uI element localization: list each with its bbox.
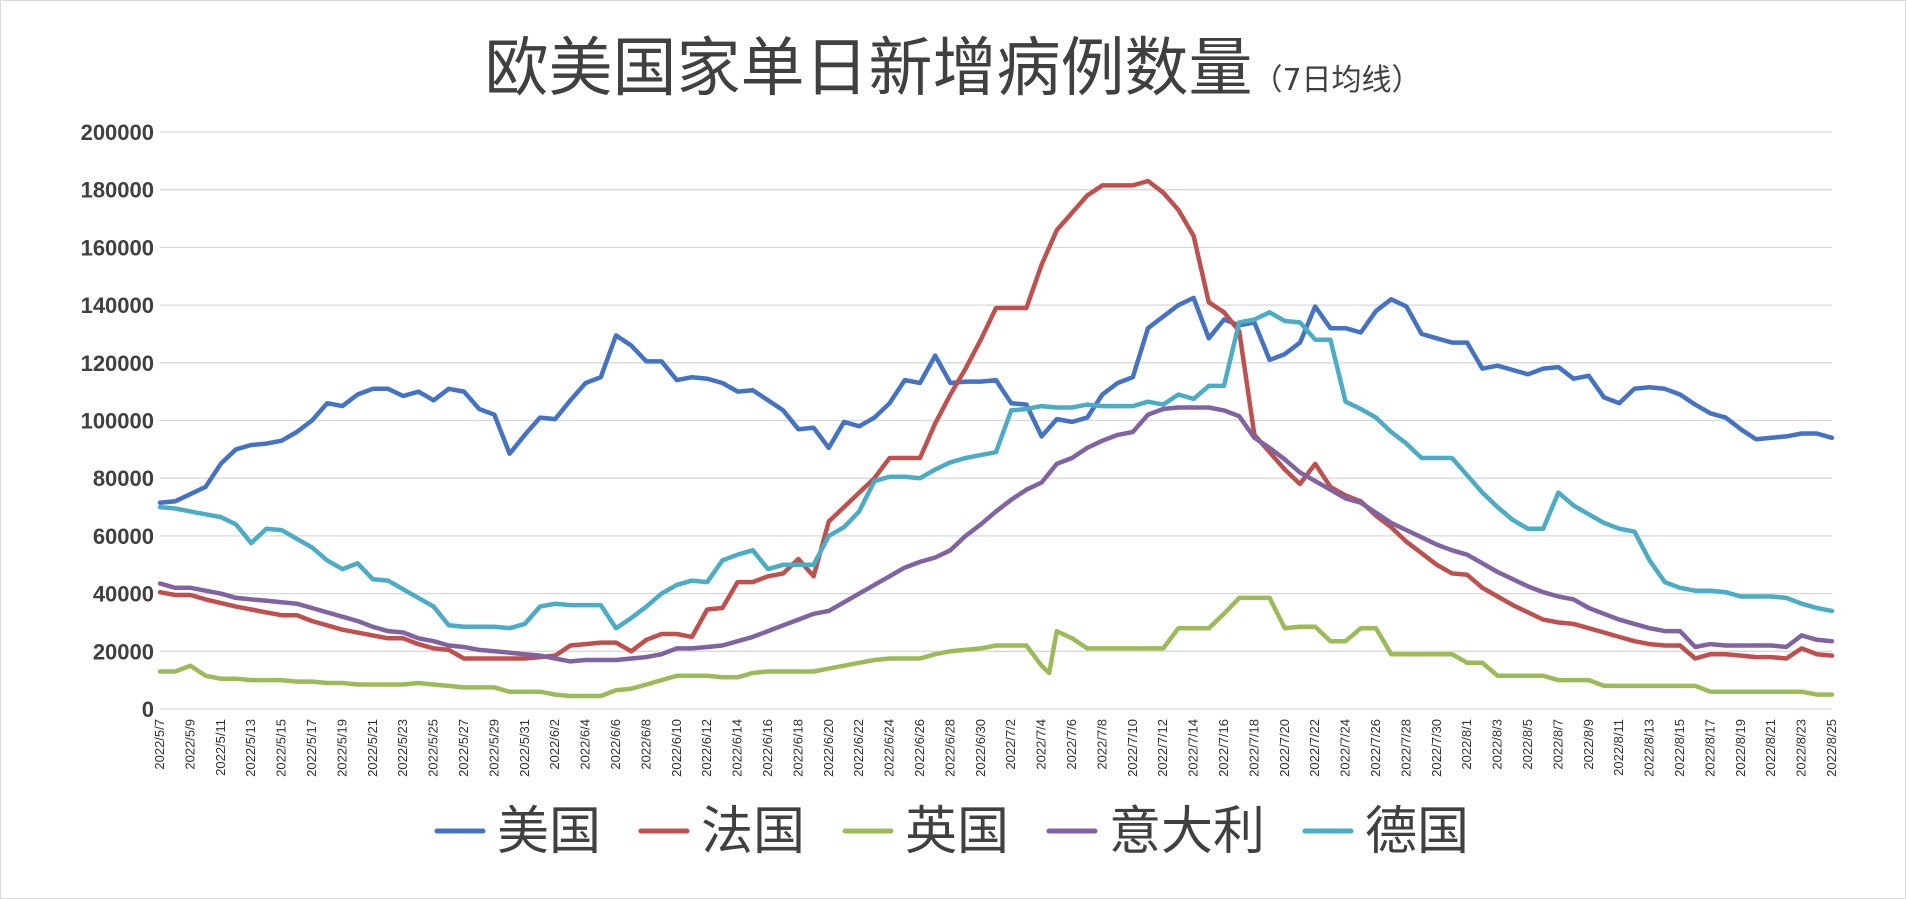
x-tick-label: 2022/7/2 — [1003, 719, 1018, 770]
y-tick-label: 160000 — [81, 235, 154, 260]
x-tick-label: 2022/7/26 — [1368, 719, 1383, 777]
legend-item: 德国 — [1302, 802, 1469, 862]
x-tick-label: 2022/8/1 — [1459, 719, 1474, 770]
x-tick-label: 2022/5/9 — [182, 719, 197, 770]
x-tick-label: 2022/6/4 — [578, 719, 593, 770]
x-tick-label: 2022/6/8 — [638, 719, 653, 770]
chart-title-main: 欧美国家单日新增病例数量 — [484, 32, 1252, 106]
legend-label: 德国 — [1365, 802, 1469, 862]
x-tick-label: 2022/7/10 — [1125, 719, 1140, 777]
x-tick-label: 2022/8/19 — [1733, 719, 1748, 777]
x-tick-label: 2022/6/10 — [669, 719, 684, 777]
series-line-4 — [157, 405, 1835, 664]
x-tick-label: 2022/6/24 — [882, 719, 897, 777]
x-tick-label: 2022/8/11 — [1611, 719, 1626, 776]
x-tick-label: 2022/6/20 — [821, 719, 836, 777]
gridlines — [160, 131, 1832, 710]
x-tick-label: 2022/7/24 — [1338, 719, 1353, 777]
chart-title: 欧美国家单日新增病例数量（7日均线） — [484, 32, 1421, 106]
x-tick-label: 2022/7/14 — [1186, 719, 1201, 777]
x-tick-label: 2022/8/15 — [1672, 719, 1687, 777]
x-tick-label: 2022/5/25 — [426, 719, 441, 777]
x-tick-label: 2022/8/17 — [1702, 719, 1717, 777]
y-tick-label: 100000 — [81, 409, 154, 434]
x-tick-label: 2022/6/2 — [547, 719, 562, 770]
x-tick-label: 2022/5/19 — [334, 719, 349, 777]
series-line-2 — [157, 178, 1835, 661]
x-tick-label: 2022/6/6 — [608, 719, 623, 770]
x-tick-label: 2022/8/9 — [1581, 719, 1596, 770]
data-series — [157, 178, 1835, 699]
x-tick-label: 2022/7/8 — [1094, 719, 1109, 770]
x-tick-label: 2022/8/7 — [1550, 719, 1565, 770]
x-tick-label: 2022/5/21 — [365, 719, 380, 777]
x-tick-label: 2022/8/21 — [1763, 719, 1778, 777]
chart-subtitle: （7日均线） — [1252, 63, 1421, 98]
x-tick-label: 2022/8/3 — [1490, 719, 1505, 770]
legend: 美国 法国 英国 意大利 德国 — [434, 802, 1469, 862]
series-line-5 — [157, 310, 1835, 631]
x-tick-label: 2022/7/6 — [1064, 719, 1079, 770]
y-tick-label: 60000 — [93, 524, 154, 549]
y-tick-label: 140000 — [81, 293, 154, 318]
x-tick-label: 2022/6/22 — [851, 719, 866, 777]
x-tick-label: 2022/5/23 — [395, 719, 410, 777]
x-tick-label: 2022/7/4 — [1034, 719, 1049, 770]
x-tick-label: 2022/5/15 — [274, 719, 289, 777]
x-tick-label: 2022/7/22 — [1307, 719, 1322, 777]
x-tick-label: 2022/8/25 — [1824, 719, 1839, 777]
x-tick-label: 2022/8/5 — [1520, 719, 1535, 770]
x-tick-label: 2022/5/7 — [152, 719, 167, 770]
legend-label: 美国 — [497, 802, 601, 862]
y-tick-label: 20000 — [93, 639, 154, 664]
x-tick-label: 2022/6/16 — [760, 719, 775, 777]
legend-item: 意大利 — [1046, 802, 1265, 862]
legend-label: 英国 — [905, 802, 1009, 862]
y-tick-label: 180000 — [81, 178, 154, 203]
legend-item: 美国 — [434, 802, 601, 862]
x-tick-label: 2022/7/12 — [1155, 719, 1170, 777]
x-tick-label: 2022/7/30 — [1429, 719, 1444, 777]
x-tick-label: 2022/6/14 — [730, 719, 745, 777]
series-line-3 — [157, 595, 1835, 699]
x-tick-label: 2022/5/11 — [213, 719, 228, 776]
x-tick-label: 2022/6/12 — [699, 719, 714, 777]
y-axis-tick-labels: 0 20000 40000 60000 80000 100000 120000 140000 1… — [81, 120, 154, 722]
x-tick-label: 2022/8/23 — [1794, 719, 1809, 777]
x-tick-label: 2022/5/31 — [517, 719, 532, 777]
y-tick-label: 40000 — [93, 582, 154, 607]
x-tick-label: 2022/6/30 — [973, 719, 988, 777]
y-tick-label: 200000 — [81, 120, 154, 145]
y-tick-label: 0 — [142, 697, 154, 722]
x-tick-label: 2022/6/26 — [912, 719, 927, 777]
y-tick-label: 120000 — [81, 351, 154, 376]
x-tick-label: 2022/7/28 — [1398, 719, 1413, 777]
x-tick-label: 2022/7/16 — [1216, 719, 1231, 777]
legend-label: 意大利 — [1109, 802, 1265, 862]
x-tick-label: 2022/5/27 — [456, 719, 471, 777]
legend-label: 法国 — [701, 802, 805, 862]
x-tick-label: 2022/8/13 — [1642, 719, 1657, 777]
x-tick-label: 2022/6/28 — [942, 719, 957, 777]
series-line-1 — [157, 295, 1835, 505]
legend-item: 法国 — [638, 802, 805, 862]
x-tick-label: 2022/7/20 — [1277, 719, 1292, 777]
legend-item: 英国 — [842, 802, 1009, 862]
x-tick-label: 2022/7/18 — [1246, 719, 1261, 777]
x-tick-label: 2022/5/29 — [486, 719, 501, 777]
x-tick-label: 2022/5/17 — [304, 719, 319, 777]
x-tick-label: 2022/5/13 — [243, 719, 258, 777]
y-tick-label: 80000 — [93, 466, 154, 491]
x-tick-label: 2022/6/18 — [790, 719, 805, 777]
x-axis-tick-labels: 2022/5/7 2022/5/9 2022/5/11 2022/5/13 2022/5… — [152, 719, 1839, 777]
